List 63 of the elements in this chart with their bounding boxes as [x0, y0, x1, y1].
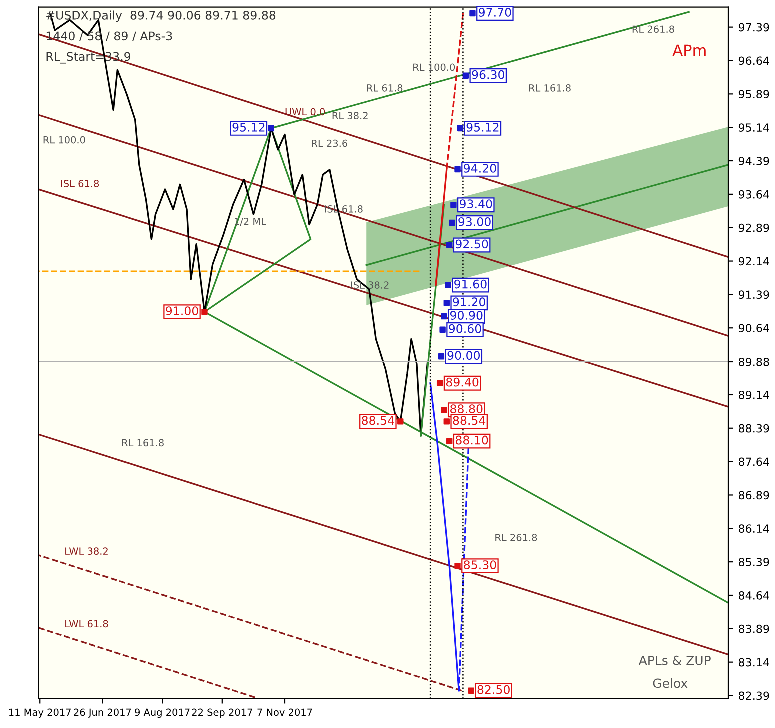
annotation: RL 161.8: [529, 84, 571, 92]
data-label: 97.70: [479, 8, 512, 17]
data-label: 93.00: [458, 217, 491, 226]
data-label: 92.50: [456, 240, 488, 249]
annotation: RL 23.6: [312, 140, 348, 148]
data-label: 82.50: [478, 685, 510, 694]
data-label: 90.60: [449, 324, 482, 334]
y-tick-label: 82.39: [738, 692, 770, 700]
y-tick-label: 96.64: [738, 56, 770, 66]
x-tick-label: 7 Nov 2017: [258, 708, 312, 716]
annotation: Gelox: [653, 678, 688, 688]
y-tick-label: 86.14: [738, 524, 770, 534]
data-label: 88.10: [456, 436, 488, 445]
data-label: 90.00: [448, 351, 480, 360]
y-tick-label: 83.14: [738, 658, 770, 667]
y-tick-label: 85.39: [738, 558, 770, 566]
data-label: 88.80: [450, 404, 483, 414]
data-label: 88.54: [362, 416, 394, 426]
x-tick-label: 26 Jun 2017: [74, 708, 132, 718]
data-label: 90.90: [450, 311, 483, 320]
annotation: APLs & ZUP: [638, 656, 711, 666]
annotation: RL 38.2: [332, 112, 368, 120]
x-tick-label: 11 May 2017: [9, 708, 71, 718]
annotation: LWL 38.2: [66, 548, 108, 556]
data-label: 91.00: [166, 306, 198, 316]
y-tick-label: 97.39: [738, 23, 770, 32]
data-label: 93.40: [460, 200, 492, 209]
y-tick-label: 90.64: [738, 324, 770, 333]
y-tick-label: 91.39: [738, 290, 770, 300]
data-label: 91.60: [454, 280, 487, 289]
y-tick-label: 88.39: [738, 424, 770, 433]
y-tick-label: 92.89: [738, 224, 770, 232]
y-tick-label: 84.64: [738, 591, 770, 600]
data-label: 96.30: [472, 70, 504, 80]
annotation: ISL 61.8: [61, 180, 100, 188]
data-label: 95.12: [466, 122, 499, 132]
annotation: RL 161.8: [122, 439, 164, 447]
annotation: APm: [672, 44, 706, 56]
y-tick-label: 94.39: [738, 156, 770, 166]
data-label: 95.12: [232, 122, 265, 132]
x-tick-label: 9 Aug 2017: [135, 708, 190, 718]
annotation: RL 61.8: [367, 84, 403, 92]
y-tick-label: 95.14: [738, 124, 770, 132]
data-label: 94.20: [464, 164, 496, 173]
data-label: 91.20: [453, 298, 486, 307]
y-tick-label: 89.88: [738, 358, 770, 366]
annotation: RL 100.0: [44, 136, 86, 144]
annotation: RL 100.0: [414, 64, 456, 72]
y-tick-label: 87.64: [738, 458, 770, 466]
y-tick-label: 89.14: [738, 390, 770, 400]
y-tick-label: 93.64: [738, 190, 770, 199]
annotation: RL 261.8: [496, 534, 538, 542]
data-label: 88.54: [453, 416, 486, 426]
annotation: ISL 38.2: [351, 282, 389, 289]
annotation: RL 261.8: [632, 26, 674, 34]
y-tick-label: 86.89: [738, 491, 770, 500]
y-tick-label: 92.14: [738, 257, 770, 266]
y-tick-label: 83.89: [738, 624, 770, 634]
y-tick-label: 95.89: [738, 90, 770, 99]
x-tick-label: 22 Sep 2017: [192, 708, 252, 718]
data-label: 89.40: [446, 378, 479, 387]
annotation: LWL 61.8: [66, 620, 108, 628]
data-label: 85.30: [464, 560, 496, 570]
